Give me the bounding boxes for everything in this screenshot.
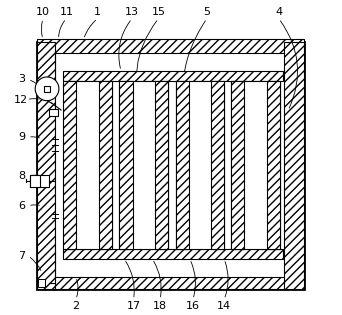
Text: 15: 15 — [152, 7, 166, 17]
Text: 14: 14 — [217, 301, 231, 311]
Text: 17: 17 — [127, 301, 141, 311]
Text: 12: 12 — [13, 95, 28, 105]
Bar — [176, 81, 224, 249]
Bar — [231, 81, 245, 249]
Bar — [155, 81, 168, 249]
Bar — [49, 109, 58, 116]
Bar — [63, 249, 284, 259]
Bar — [44, 86, 50, 92]
Bar — [63, 81, 112, 249]
Bar — [37, 39, 304, 53]
Bar — [266, 81, 280, 249]
Bar — [30, 175, 40, 187]
Text: 1: 1 — [94, 7, 101, 17]
Bar — [63, 81, 76, 249]
Text: 3: 3 — [18, 74, 25, 84]
Text: 9: 9 — [18, 132, 25, 142]
Text: 11: 11 — [60, 7, 74, 17]
Text: 6: 6 — [18, 201, 25, 211]
Text: 7: 7 — [18, 251, 25, 261]
Text: 16: 16 — [186, 301, 200, 311]
Bar — [98, 81, 112, 249]
Bar — [211, 81, 224, 249]
Circle shape — [35, 77, 59, 101]
Bar — [63, 71, 284, 81]
Bar — [55, 81, 63, 249]
Bar — [37, 42, 55, 289]
Text: 18: 18 — [153, 301, 167, 311]
Bar — [119, 81, 133, 249]
Text: 4: 4 — [275, 7, 282, 17]
Bar — [119, 81, 168, 249]
Bar — [37, 277, 304, 289]
Bar — [284, 42, 304, 289]
Bar — [38, 278, 44, 287]
Text: 8: 8 — [18, 171, 25, 181]
Text: 13: 13 — [125, 7, 139, 17]
Text: 10: 10 — [36, 7, 50, 17]
Bar — [231, 81, 280, 249]
Bar — [30, 175, 49, 187]
Text: 2: 2 — [72, 301, 79, 311]
Bar — [37, 42, 304, 289]
Text: 5: 5 — [203, 7, 210, 17]
Bar — [176, 81, 189, 249]
